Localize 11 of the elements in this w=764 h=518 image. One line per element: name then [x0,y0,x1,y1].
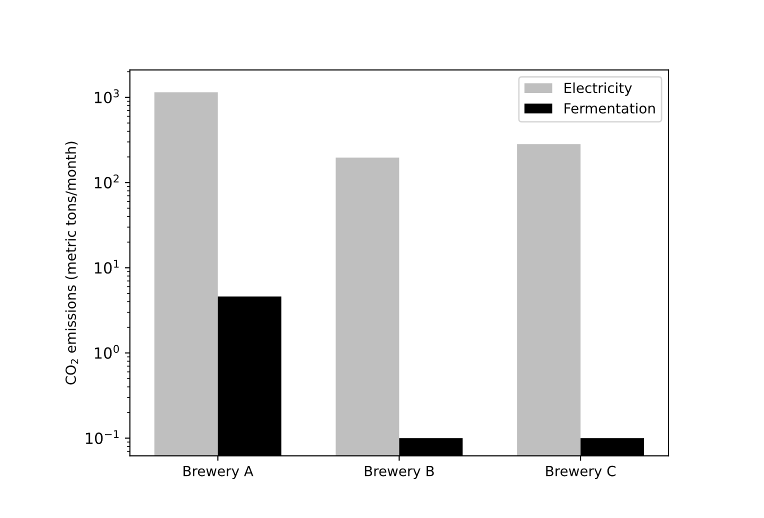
legend-label: Electricity [564,82,632,96]
x-tick-label: Brewery B [364,466,434,480]
y-tick-label: 10$^{−1}$ [86,430,119,444]
y-tick-label: 10$^{1}$ [94,260,119,274]
legend-label: Fermentation [564,102,655,114]
x-tick-label: Brewery A [184,466,254,480]
y-tick-label: 10$^{3}$ [94,89,119,104]
y-tick-label: 10$^{0}$ [94,344,119,359]
y-axis-title: CO$_{2}$ emissions (metric tons/month) [65,142,78,384]
y-tick-label: 10$^{2}$ [94,174,119,188]
x-tick-label: Brewery C [546,466,616,480]
